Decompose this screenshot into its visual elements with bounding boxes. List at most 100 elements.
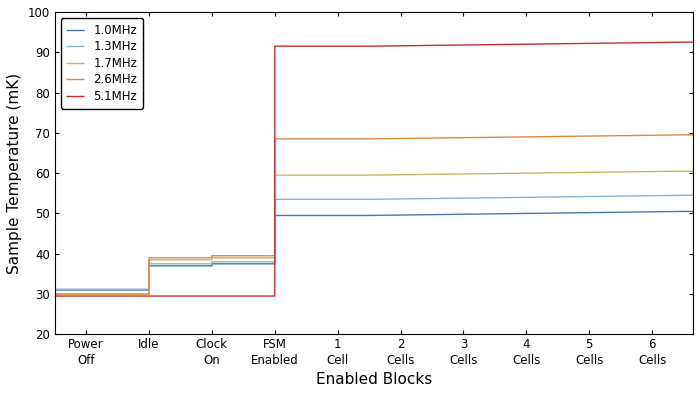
2.6MHz [428,136,436,140]
1.7MHz [459,171,468,176]
5.1MHz [365,44,373,48]
5.1MHz [271,294,279,298]
2.6MHz [680,132,688,137]
1.3MHz [208,262,216,266]
1.7MHz [522,171,531,175]
1.3MHz [648,193,657,198]
1.0MHz [145,264,153,268]
1.0MHz [617,210,625,215]
2.6MHz [208,253,216,258]
2.6MHz [365,137,373,141]
1.3MHz [271,197,279,202]
2.6MHz [648,133,657,138]
1.7MHz [208,257,216,262]
2.6MHz [617,133,625,138]
1.3MHz [554,195,562,199]
5.1MHz [491,42,499,47]
2.6MHz [50,292,59,296]
5.1MHz [585,41,594,46]
1.0MHz [554,211,562,216]
5.1MHz [145,294,153,298]
1.3MHz [271,259,279,264]
2.6MHz [554,134,562,139]
1.7MHz [585,170,594,175]
1.3MHz [145,287,153,292]
5.1MHz [333,44,342,48]
5.1MHz [648,40,657,45]
1.3MHz [428,196,436,201]
5.1MHz [208,294,216,298]
1.0MHz [333,213,342,218]
2.6MHz [585,134,594,138]
1.7MHz [50,292,59,296]
5.1MHz [680,40,688,45]
2.6MHz [271,253,279,258]
1.7MHz [428,172,436,177]
1.0MHz [396,213,405,217]
1.3MHz [50,287,59,292]
1.7MHz [208,255,216,260]
Line: 1.3MHz: 1.3MHz [55,195,693,289]
2.6MHz [689,132,697,137]
1.0MHz [271,262,279,266]
5.1MHz [554,41,562,46]
X-axis label: Enabled Blocks: Enabled Blocks [316,372,432,387]
2.6MHz [271,137,279,141]
1.3MHz [208,259,216,264]
5.1MHz [459,43,468,47]
2.6MHz [145,292,153,296]
5.1MHz [271,44,279,48]
1.0MHz [428,212,436,217]
5.1MHz [522,42,531,46]
2.6MHz [396,136,405,141]
2.6MHz [333,137,342,141]
2.6MHz [459,135,468,140]
2.6MHz [145,255,153,260]
Line: 1.7MHz: 1.7MHz [55,171,693,294]
1.3MHz [333,197,342,202]
Line: 2.6MHz: 2.6MHz [55,135,693,294]
2.6MHz [491,135,499,139]
1.0MHz [648,210,657,214]
1.0MHz [145,288,153,292]
1.0MHz [459,212,468,217]
1.0MHz [522,211,531,216]
5.1MHz [145,294,153,298]
1.3MHz [689,193,697,198]
1.0MHz [208,264,216,268]
1.3MHz [491,195,499,200]
1.3MHz [585,194,594,199]
1.3MHz [680,193,688,198]
1.0MHz [208,262,216,266]
Y-axis label: Sample Temperature (mK): Sample Temperature (mK) [7,72,22,274]
1.7MHz [396,173,405,177]
1.3MHz [396,197,405,201]
1.0MHz [491,212,499,216]
1.0MHz [585,210,594,215]
1.3MHz [459,196,468,201]
1.7MHz [648,169,657,174]
Line: 5.1MHz: 5.1MHz [55,42,693,296]
1.3MHz [365,197,373,202]
1.0MHz [365,213,373,218]
1.7MHz [680,169,688,173]
1.3MHz [617,194,625,199]
1.7MHz [365,173,373,178]
5.1MHz [208,294,216,298]
2.6MHz [208,255,216,260]
1.0MHz [50,288,59,292]
1.7MHz [333,173,342,178]
1.3MHz [145,262,153,266]
1.0MHz [271,213,279,218]
5.1MHz [50,294,59,298]
5.1MHz [689,40,697,45]
1.3MHz [522,195,531,200]
1.7MHz [491,171,499,176]
Line: 1.0MHz: 1.0MHz [55,212,693,290]
Legend: 1.0MHz, 1.3MHz, 1.7MHz, 2.6MHz, 5.1MHz: 1.0MHz, 1.3MHz, 1.7MHz, 2.6MHz, 5.1MHz [60,18,144,109]
1.7MHz [689,169,697,173]
1.7MHz [145,257,153,262]
1.7MHz [271,255,279,260]
2.6MHz [522,134,531,139]
5.1MHz [428,43,436,48]
